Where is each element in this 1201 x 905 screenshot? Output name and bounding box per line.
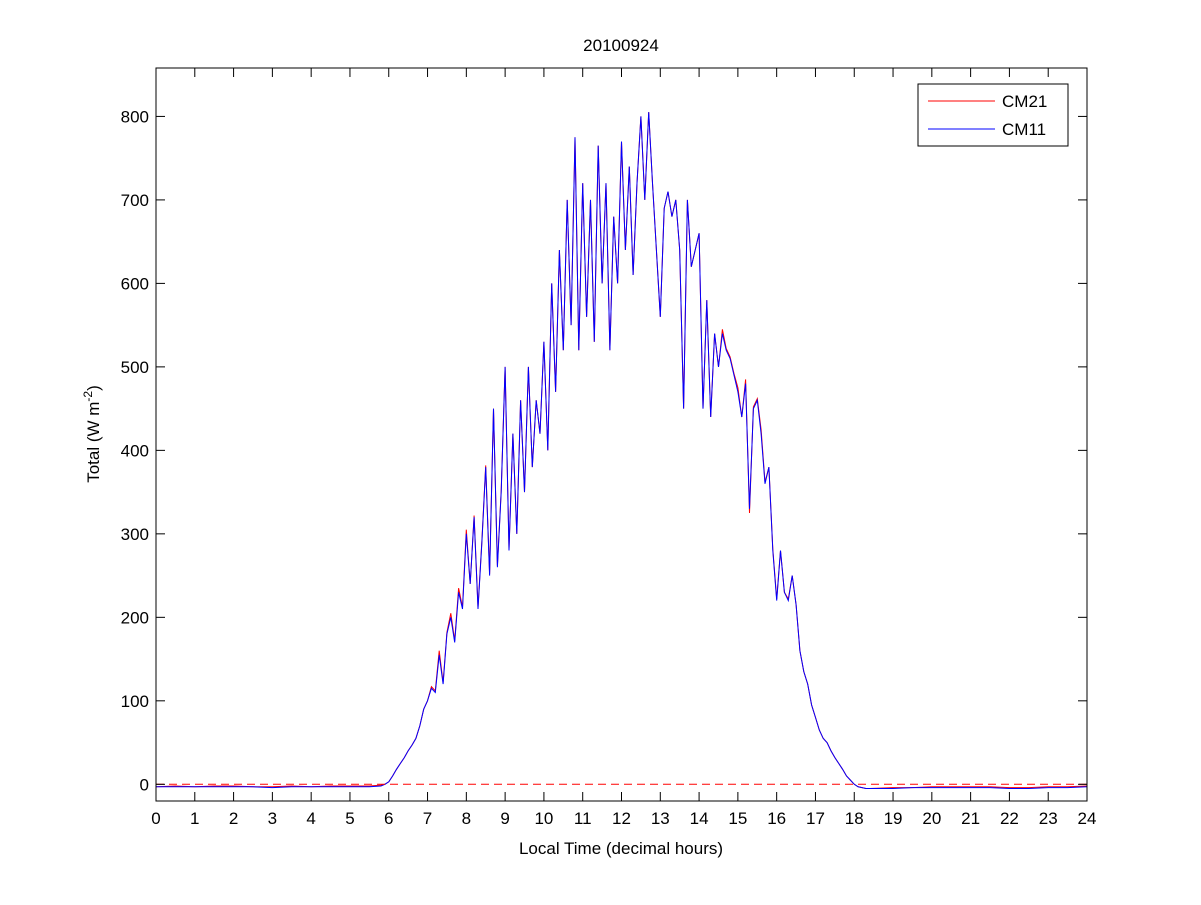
x-tick-label: 23 (1039, 809, 1058, 828)
y-axis-label: Total (W m-2) (81, 385, 103, 483)
y-tick-label: 400 (121, 441, 149, 460)
y-axis-label-end: ) (84, 385, 103, 391)
x-tick-label: 12 (612, 809, 631, 828)
axes-box (155, 67, 1088, 802)
x-tick-label: 22 (1000, 809, 1019, 828)
x-tick-label: 10 (534, 809, 553, 828)
y-tick-label: 200 (121, 608, 149, 627)
x-tick-label: 9 (500, 809, 509, 828)
x-tick-label: 0 (151, 809, 160, 828)
y-tick-label: 600 (121, 274, 149, 293)
x-tick-label: 1 (190, 809, 199, 828)
y-tick-label: 800 (121, 107, 149, 126)
legend: CM21 CM11 (917, 83, 1069, 147)
x-tick-label: 7 (423, 809, 432, 828)
series-line-cm21 (155, 112, 1088, 789)
axis-ticks: 0 1 2 3 4 5 6 7 8 9 10 11 12 13 14 15 16 17 18 19 20 21 22 23 24… (121, 68, 1097, 828)
y-tick-label: 700 (121, 191, 149, 210)
x-tick-label: 16 (767, 809, 786, 828)
series-line-cm11 (156, 112, 1088, 789)
y-tick-label: 0 (140, 775, 149, 794)
x-tick-label: 3 (268, 809, 277, 828)
x-tick-label: 17 (806, 809, 825, 828)
x-tick-label: 13 (651, 809, 670, 828)
x-tick-label: 18 (845, 809, 864, 828)
y-tick-label: 500 (121, 358, 149, 377)
x-tick-label: 21 (961, 809, 980, 828)
x-tick-label: 15 (728, 809, 747, 828)
x-tick-label: 24 (1078, 809, 1097, 828)
x-tick-label: 8 (462, 809, 471, 828)
chart-title: 20100924 (583, 36, 659, 55)
y-axis-label-sup: -2 (81, 391, 95, 402)
x-tick-label: 14 (690, 809, 709, 828)
y-tick-label: 300 (121, 525, 149, 544)
x-tick-label: 4 (306, 809, 315, 828)
legend-label-cm11: CM11 (1002, 120, 1046, 139)
x-axis-label: Local Time (decimal hours) (519, 839, 723, 858)
x-tick-label: 19 (884, 809, 903, 828)
legend-label-cm21: CM21 (1002, 92, 1047, 111)
y-tick-label: 100 (121, 692, 149, 711)
x-tick-label: 2 (229, 809, 238, 828)
x-tick-label: 6 (384, 809, 393, 828)
y-axis-label-main: Total (W m (84, 402, 103, 483)
x-tick-label: 5 (345, 809, 354, 828)
plot-area (155, 112, 1088, 789)
x-tick-label: 20 (922, 809, 941, 828)
x-tick-label: 11 (574, 809, 592, 828)
legend-box (917, 83, 1069, 147)
